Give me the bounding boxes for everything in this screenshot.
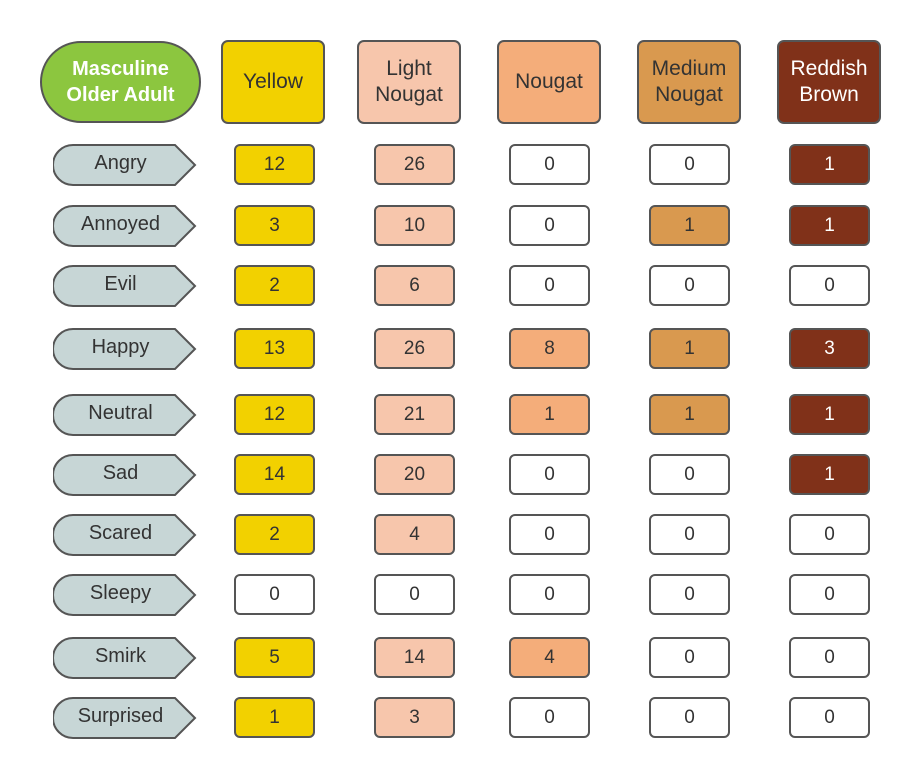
cell-scared-reddish-brown: 0 — [789, 514, 870, 555]
cell-neutral-medium-nougat: 1 — [649, 394, 730, 435]
row-label-sad: Sad — [53, 453, 198, 497]
cell-angry-yellow: 12 — [234, 144, 315, 185]
column-header-light-nougat: Light Nougat — [357, 40, 461, 124]
cell-sleepy-light-nougat: 0 — [374, 574, 455, 615]
row-label-text: Angry — [94, 151, 147, 174]
cell-neutral-reddish-brown: 1 — [789, 394, 870, 435]
cell-happy-reddish-brown: 3 — [789, 328, 870, 369]
cell-sleepy-nougat: 0 — [509, 574, 590, 615]
cell-neutral-nougat: 1 — [509, 394, 590, 435]
cell-evil-light-nougat: 6 — [374, 265, 455, 306]
cell-sleepy-yellow: 0 — [234, 574, 315, 615]
cell-sad-light-nougat: 20 — [374, 454, 455, 495]
row-label-text: Sad — [102, 461, 139, 484]
cell-scared-light-nougat: 4 — [374, 514, 455, 555]
cell-happy-yellow: 13 — [234, 328, 315, 369]
row-label-angry: Angry — [53, 143, 198, 187]
column-header-medium-nougat: Medium Nougat — [637, 40, 741, 124]
cell-smirk-medium-nougat: 0 — [649, 637, 730, 678]
column-header-yellow: Yellow — [221, 40, 325, 124]
cell-sad-yellow: 14 — [234, 454, 315, 495]
title-box: Masculine Older Adult — [40, 41, 201, 123]
cell-neutral-light-nougat: 21 — [374, 394, 455, 435]
cell-sad-reddish-brown: 1 — [789, 454, 870, 495]
row-label-text: Sleepy — [89, 581, 152, 604]
cell-annoyed-light-nougat: 10 — [374, 205, 455, 246]
row-label-sleepy: Sleepy — [53, 573, 198, 617]
row-label-text: Surprised — [77, 704, 164, 727]
cell-evil-nougat: 0 — [509, 265, 590, 306]
cell-happy-nougat: 8 — [509, 328, 590, 369]
row-label-smirk: Smirk — [53, 636, 198, 680]
cell-angry-nougat: 0 — [509, 144, 590, 185]
cell-angry-light-nougat: 26 — [374, 144, 455, 185]
cell-surprised-light-nougat: 3 — [374, 697, 455, 738]
cell-happy-medium-nougat: 1 — [649, 328, 730, 369]
row-label-happy: Happy — [53, 327, 198, 371]
row-label-text: Smirk — [94, 644, 147, 667]
cell-scared-nougat: 0 — [509, 514, 590, 555]
cell-annoyed-medium-nougat: 1 — [649, 205, 730, 246]
cell-sleepy-medium-nougat: 0 — [649, 574, 730, 615]
row-label-text: Scared — [88, 521, 153, 544]
cell-angry-medium-nougat: 0 — [649, 144, 730, 185]
cell-sleepy-reddish-brown: 0 — [789, 574, 870, 615]
cell-smirk-nougat: 4 — [509, 637, 590, 678]
column-header-nougat: Nougat — [497, 40, 601, 124]
column-header-reddish-brown: Reddish Brown — [777, 40, 881, 124]
cell-sad-medium-nougat: 0 — [649, 454, 730, 495]
cell-surprised-reddish-brown: 0 — [789, 697, 870, 738]
row-label-text: Happy — [91, 335, 150, 358]
cell-evil-medium-nougat: 0 — [649, 265, 730, 306]
row-label-text: Annoyed — [81, 212, 160, 235]
cell-smirk-light-nougat: 14 — [374, 637, 455, 678]
cell-evil-yellow: 2 — [234, 265, 315, 306]
cell-annoyed-reddish-brown: 1 — [789, 205, 870, 246]
cell-smirk-reddish-brown: 0 — [789, 637, 870, 678]
row-label-text: Evil — [104, 272, 137, 295]
cell-smirk-yellow: 5 — [234, 637, 315, 678]
cell-evil-reddish-brown: 0 — [789, 265, 870, 306]
cell-happy-light-nougat: 26 — [374, 328, 455, 369]
row-label-neutral: Neutral — [53, 393, 198, 437]
row-label-scared: Scared — [53, 513, 198, 557]
row-label-text: Neutral — [88, 401, 153, 424]
row-label-annoyed: Annoyed — [53, 204, 198, 248]
cell-neutral-yellow: 12 — [234, 394, 315, 435]
row-label-evil: Evil — [53, 264, 198, 308]
cell-annoyed-nougat: 0 — [509, 205, 590, 246]
cell-surprised-nougat: 0 — [509, 697, 590, 738]
cell-sad-nougat: 0 — [509, 454, 590, 495]
row-label-surprised: Surprised — [53, 696, 198, 740]
cell-surprised-yellow: 1 — [234, 697, 315, 738]
cell-angry-reddish-brown: 1 — [789, 144, 870, 185]
cell-scared-medium-nougat: 0 — [649, 514, 730, 555]
cell-surprised-medium-nougat: 0 — [649, 697, 730, 738]
cell-scared-yellow: 2 — [234, 514, 315, 555]
cell-annoyed-yellow: 3 — [234, 205, 315, 246]
